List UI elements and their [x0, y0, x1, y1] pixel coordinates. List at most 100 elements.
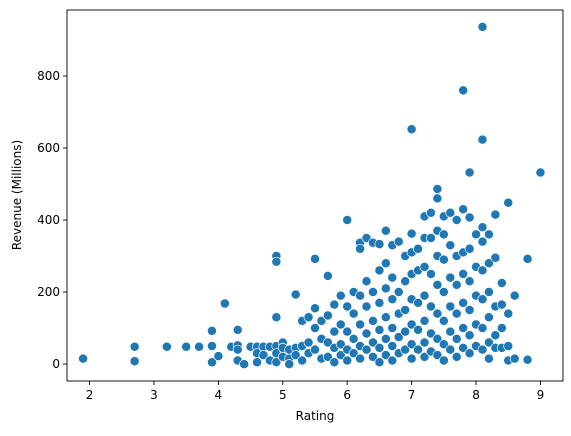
scatter-point	[419, 351, 430, 362]
x-tick-label: 6	[343, 388, 351, 402]
scatter-point	[419, 261, 430, 272]
scatter-point	[406, 353, 417, 364]
y-axis: 0 200 400 600 800	[37, 69, 67, 371]
scatter-point	[400, 305, 411, 315]
scatter-point	[445, 301, 456, 312]
scatter-point	[374, 239, 385, 250]
y-tick-label: 600	[37, 141, 60, 155]
scatter-point	[496, 299, 507, 310]
scatter-point	[477, 21, 488, 32]
x-tick-label: 4	[215, 388, 223, 402]
scatter-point	[400, 276, 411, 287]
scatter-point	[271, 357, 282, 368]
scatter-point	[361, 301, 372, 312]
scatter-point	[445, 240, 456, 251]
scatter-point	[477, 222, 488, 233]
scatter-points	[78, 21, 546, 370]
scatter-point	[451, 215, 462, 225]
scatter-point	[458, 85, 469, 96]
scatter-point	[464, 167, 475, 178]
scatter-point	[232, 344, 243, 355]
scatter-point	[400, 344, 411, 355]
scatter-point	[432, 184, 443, 194]
scatter-point	[194, 341, 204, 352]
scatter-point	[303, 337, 314, 348]
scatter-point	[239, 359, 250, 370]
scatter-point	[413, 324, 424, 335]
scatter-point	[438, 355, 449, 366]
scatter-point	[380, 225, 391, 236]
scatter-point	[464, 305, 475, 315]
scatter-point	[426, 301, 436, 312]
scatter-point	[355, 353, 366, 364]
scatter-point	[432, 308, 443, 319]
x-tick-label: 9	[537, 388, 545, 402]
scatter-point	[406, 124, 417, 135]
y-tick-label: 0	[52, 357, 60, 371]
scatter-point	[483, 229, 494, 240]
scatter-point	[380, 350, 391, 361]
scatter-point	[438, 229, 449, 240]
scatter-point	[432, 279, 443, 290]
scatter-point	[426, 207, 436, 218]
scatter-point	[445, 326, 456, 337]
scatter-point	[290, 350, 301, 361]
scatter-point	[438, 315, 449, 326]
scatter-point	[490, 209, 501, 220]
scatter-point	[413, 297, 424, 308]
scatter-point	[316, 315, 327, 326]
scatter-point	[355, 290, 366, 301]
scatter-point	[380, 283, 391, 294]
scatter-point	[368, 337, 378, 348]
scatter-point	[219, 298, 230, 309]
scatter-point	[464, 212, 475, 223]
scatter-point	[387, 341, 398, 352]
scatter-point	[458, 204, 469, 215]
scatter-point	[451, 333, 462, 344]
scatter-point	[483, 312, 494, 323]
scatter-point	[297, 355, 308, 366]
scatter-point	[432, 333, 443, 344]
scatter-point	[252, 357, 262, 368]
x-tick-label: 7	[408, 388, 416, 402]
scatter-point	[393, 287, 404, 297]
scatter-point	[387, 323, 398, 333]
scatter-point	[380, 312, 391, 323]
scatter-point	[490, 252, 501, 263]
scatter-point	[322, 337, 333, 348]
scatter-point	[477, 294, 488, 305]
scatter-point	[426, 269, 436, 279]
scatter-point	[387, 272, 398, 283]
scatter-point	[387, 294, 398, 305]
scatter-point	[310, 253, 320, 264]
scatter-point	[380, 258, 391, 269]
scatter-point	[355, 243, 366, 254]
scatter-point	[451, 351, 462, 362]
scatter-point	[477, 236, 488, 247]
x-axis: 2 3 4 5 6 7 8 9	[86, 381, 545, 402]
scatter-point	[355, 319, 366, 330]
scatter-point	[322, 351, 333, 362]
scatter-point	[503, 341, 514, 352]
scatter-point	[458, 342, 469, 353]
scatter-point	[483, 337, 494, 348]
scatter-point	[496, 278, 507, 288]
scatter-point	[206, 341, 217, 352]
scatter-point	[335, 319, 346, 330]
scatter-point	[310, 303, 320, 314]
scatter-point	[400, 326, 411, 337]
scatter-point	[342, 326, 353, 337]
scatter-point	[368, 287, 378, 297]
scatter-point	[393, 332, 404, 343]
scatter-point	[374, 297, 385, 308]
scatter-point	[509, 353, 520, 364]
scatter-point	[406, 319, 417, 330]
scatter-point	[483, 258, 494, 269]
scatter-point	[393, 236, 404, 247]
scatter-point	[258, 350, 269, 361]
scatter-point	[419, 337, 430, 348]
scatter-point	[477, 134, 488, 145]
scatter-point	[232, 324, 243, 335]
scatter-point	[284, 359, 295, 370]
